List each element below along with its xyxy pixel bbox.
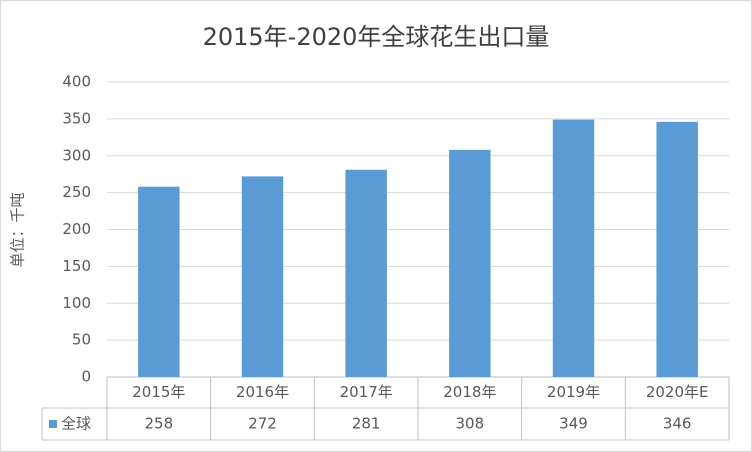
legend-label: 全球 (61, 415, 91, 433)
x-tick-label: 2020年E (646, 383, 709, 401)
bar (656, 121, 698, 377)
y-tick-label: 400 (62, 73, 91, 91)
y-tick-label: 300 (62, 146, 91, 164)
y-tick-label: 50 (72, 331, 91, 349)
bar (138, 186, 180, 377)
bar (241, 176, 284, 377)
x-tick-label: 2017年 (340, 383, 393, 401)
y-tick-label: 250 (62, 183, 91, 201)
x-tick-label: 2018年 (443, 383, 496, 401)
x-tick-label: 2019年 (547, 383, 600, 401)
y-tick-label: 350 (62, 109, 91, 127)
table-value: 281 (352, 415, 381, 433)
x-tick-label: 2015年 (132, 383, 185, 401)
table-value: 346 (663, 415, 692, 433)
bar (345, 169, 387, 377)
bar (449, 149, 491, 377)
legend-swatch (49, 420, 57, 428)
x-tick-label: 2016年 (236, 383, 289, 401)
bar (552, 119, 595, 378)
y-tick-label: 200 (62, 220, 91, 238)
table-value: 258 (145, 415, 174, 433)
table-value: 272 (248, 415, 277, 433)
chart-title: 2015年-2020年全球花生出口量 (203, 23, 550, 51)
table-value: 349 (559, 415, 588, 433)
y-axis-title: 单位：千吨 (9, 192, 27, 267)
y-tick-label: 100 (62, 294, 91, 312)
y-tick-label: 0 (81, 368, 91, 386)
table-value: 308 (456, 415, 485, 433)
y-tick-label: 150 (62, 257, 91, 275)
